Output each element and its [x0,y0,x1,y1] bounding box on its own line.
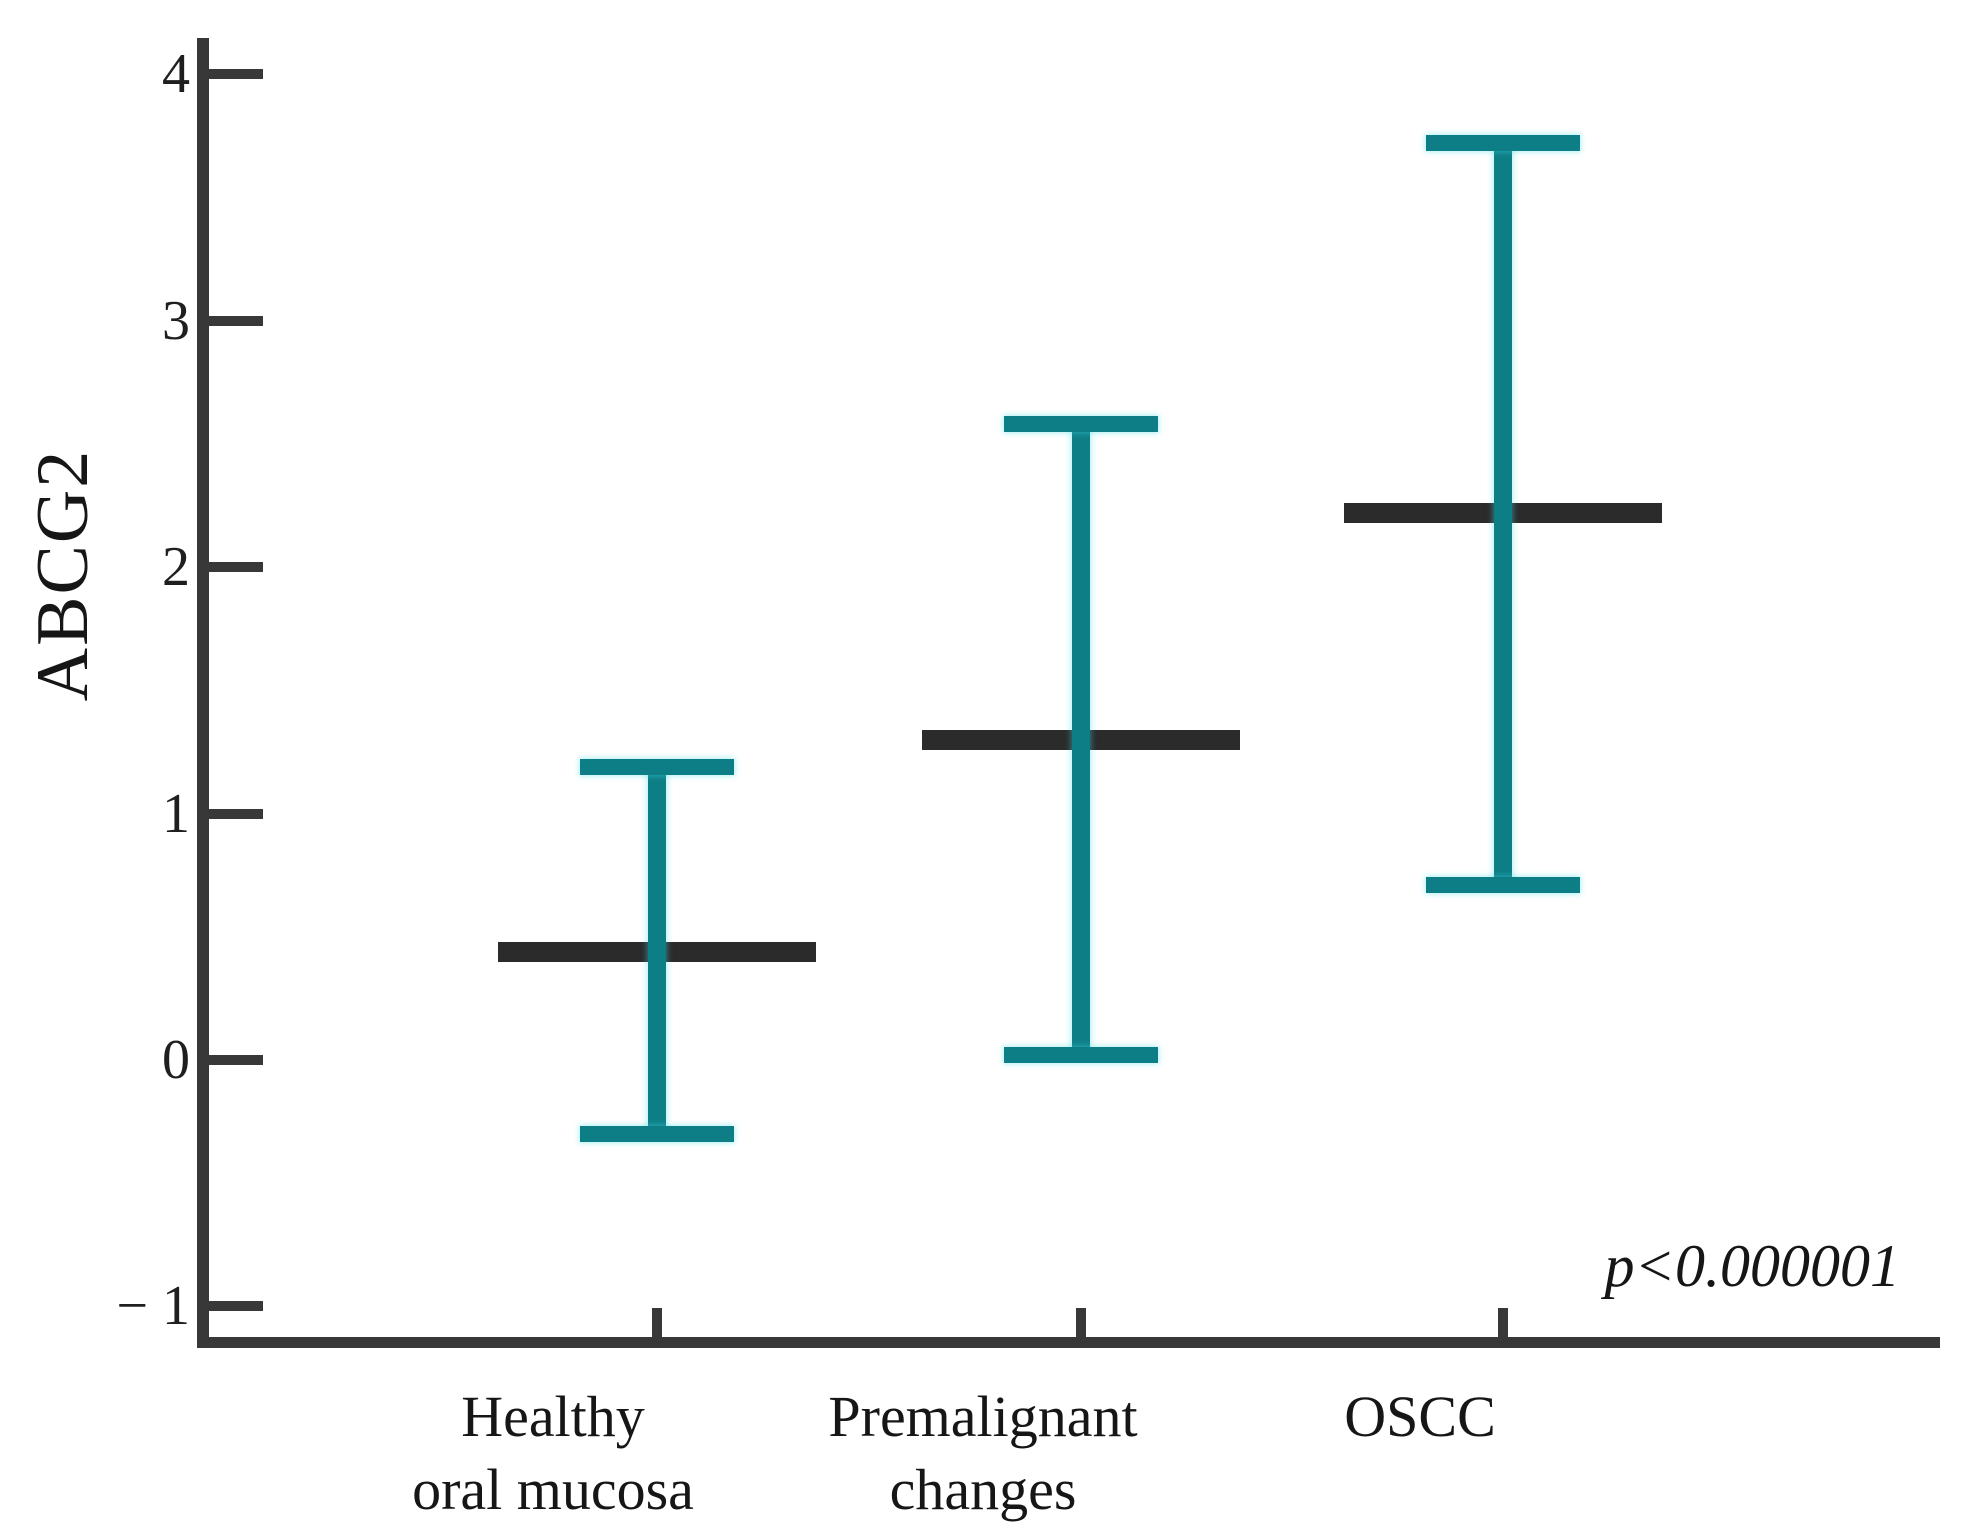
x-category-label-line: oral mucosa [412,1457,694,1522]
y-tick-label: 4 [162,43,190,106]
x-category-label: Premalignant changes [828,1380,1137,1526]
y-tick-mark [209,1055,263,1065]
whisker-cap-top [580,758,734,775]
whisker-line [648,766,666,1134]
y-tick-mark [209,315,263,326]
y-tick-mark [209,69,263,80]
y-tick-mark [209,562,263,573]
x-tick-mark [652,1308,662,1337]
y-tick-mark [209,1301,263,1312]
whisker-cap-top [1004,416,1158,433]
whisker-cap-bottom [1426,877,1580,894]
x-tick-mark [1498,1308,1508,1337]
whisker-cap-bottom [1004,1047,1158,1064]
y-tick-label: 3 [162,289,190,352]
y-tick-mark [209,808,263,819]
y-tick-label: − 1 [116,1275,190,1338]
y-tick-label: 2 [162,536,190,599]
x-category-label-line: Premalignant [828,1384,1138,1449]
y-tick-label: 1 [162,782,190,845]
x-axis-line [197,1337,1940,1348]
y-tick-label: 0 [162,1029,190,1091]
x-category-label: OSCC [1344,1380,1496,1453]
whisker-line [1494,143,1512,886]
y-axis-line [197,38,209,1348]
x-category-label-line: OSCC [1344,1384,1496,1449]
x-category-label-line: changes [889,1457,1077,1522]
x-category-label: Healthy oral mucosa [412,1380,694,1526]
p-value-annotation: p<0.000001 [1604,1233,1901,1299]
x-category-label-line: Healthy [461,1384,645,1449]
whisker-cap-bottom [580,1125,734,1142]
whisker-cap-top [1426,135,1580,152]
whisker-line [1072,424,1090,1056]
x-tick-mark [1076,1308,1086,1337]
